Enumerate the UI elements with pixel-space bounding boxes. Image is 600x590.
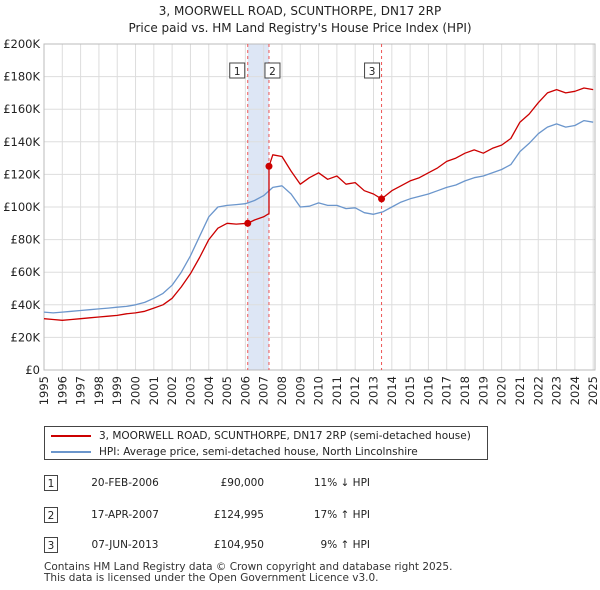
x-tick-label: 2006 xyxy=(238,376,252,405)
footer: Contains HM Land Registry data © Crown c… xyxy=(44,562,452,584)
legend-label-property: 3, MOORWELL ROAD, SCUNTHORPE, DN17 2RP (… xyxy=(99,430,471,442)
transaction-row: 2 17-APR-2007 £124,995 17% ↑ HPI xyxy=(0,507,600,527)
y-tick-label: £140K xyxy=(3,135,40,149)
chart-title-line2: Price paid vs. HM Land Registry's House … xyxy=(128,21,472,35)
x-tick-label: 2005 xyxy=(220,376,234,405)
x-tick-label: 2009 xyxy=(293,376,307,405)
transaction-row: 1 20-FEB-2006 £90,000 11% ↓ HPI xyxy=(0,475,600,495)
legend-label-hpi: HPI: Average price, semi-detached house,… xyxy=(99,446,418,458)
x-tick-label: 2002 xyxy=(165,376,179,405)
x-tick-label: 1998 xyxy=(92,376,106,405)
x-tick-label: 2022 xyxy=(531,376,545,405)
x-tick-label: 2012 xyxy=(348,376,362,405)
x-tick-label: 2017 xyxy=(440,376,454,405)
x-tick-label: 2019 xyxy=(476,376,490,405)
transaction-number: 3 xyxy=(44,537,58,553)
x-tick-label: 2016 xyxy=(421,376,435,405)
x-tick-label: 1996 xyxy=(55,376,69,405)
legend-swatch-property xyxy=(51,435,91,437)
x-tick-label: 2014 xyxy=(385,376,399,405)
transaction-number: 2 xyxy=(44,507,58,523)
transaction-row: 3 07-JUN-2013 £104,950 9% ↑ HPI xyxy=(0,537,600,557)
y-tick-label: £120K xyxy=(3,167,40,181)
transaction-number: 1 xyxy=(44,475,58,491)
transaction-hpi-diff: 17% ↑ HPI xyxy=(313,509,370,521)
x-tick-label: 1997 xyxy=(74,376,88,405)
property-price-line xyxy=(43,87,594,321)
x-tick-label: 2015 xyxy=(403,376,417,405)
x-tick-label: 2008 xyxy=(275,376,289,405)
transaction-date: 17-APR-2007 xyxy=(91,509,159,521)
transaction-hpi-diff: 11% ↓ HPI xyxy=(313,477,370,489)
x-tick-label: 2025 xyxy=(586,376,600,405)
y-tick-label: £200K xyxy=(3,37,40,51)
price-chart: £0 £20K £40K £60K £80K £100K £120K £140K £160K £1… xyxy=(3,37,600,405)
x-tick-label: 2013 xyxy=(367,376,381,405)
x-tick-label: 2001 xyxy=(147,376,161,405)
x-tick-label: 2023 xyxy=(550,376,564,405)
footer-licence: This data is licensed under the Open Gov… xyxy=(44,572,379,584)
sale-point xyxy=(244,219,252,227)
y-tick-label: £0 xyxy=(25,363,40,377)
transaction-hpi-diff: 9% ↑ HPI xyxy=(320,539,370,551)
sale-label-number: 1 xyxy=(234,66,241,78)
x-tick-label: 2003 xyxy=(183,376,197,405)
y-tick-label: £40K xyxy=(11,298,41,312)
legend-item-property: 3, MOORWELL ROAD, SCUNTHORPE, DN17 2RP (… xyxy=(51,428,471,444)
plot-border xyxy=(43,43,596,371)
sale-label-number: 3 xyxy=(369,66,376,78)
transaction-price: £104,950 xyxy=(213,539,264,551)
chart-legend: 3, MOORWELL ROAD, SCUNTHORPE, DN17 2RP (… xyxy=(44,426,488,460)
sale-point xyxy=(265,162,273,170)
transaction-price: £124,995 xyxy=(213,509,264,521)
x-tick-label: 2010 xyxy=(312,376,326,405)
x-tick-label: 2000 xyxy=(129,376,143,405)
x-tick-label: 2018 xyxy=(458,376,472,405)
chart-title-line1: 3, MOORWELL ROAD, SCUNTHORPE, DN17 2RP xyxy=(158,4,442,18)
y-tick-label: £80K xyxy=(11,233,41,247)
y-tick-label: £180K xyxy=(3,70,40,84)
y-tick-label: £100K xyxy=(3,200,40,214)
x-tick-label: 2004 xyxy=(202,376,216,405)
transaction-date: 20-FEB-2006 xyxy=(91,477,159,489)
sale-point xyxy=(378,195,386,203)
x-tick-label: 2011 xyxy=(330,376,344,405)
legend-item-hpi: HPI: Average price, semi-detached house,… xyxy=(51,444,418,460)
footer-copyright: Contains HM Land Registry data © Crown c… xyxy=(44,561,453,573)
legend-swatch-hpi xyxy=(51,451,91,453)
x-tick-label: 1999 xyxy=(110,376,124,405)
y-tick-label: £160K xyxy=(3,102,40,116)
y-tick-label: £20K xyxy=(11,330,41,344)
x-tick-label: 2021 xyxy=(513,376,527,405)
x-tick-label: 2024 xyxy=(568,376,582,405)
y-tick-label: £60K xyxy=(11,265,41,279)
x-tick-label: 2007 xyxy=(257,376,271,405)
transaction-price: £90,000 xyxy=(220,477,264,489)
chart-title: 3, MOORWELL ROAD, SCUNTHORPE, DN17 2RP P… xyxy=(0,3,600,37)
hpi-line xyxy=(43,119,594,314)
sale-label-number: 2 xyxy=(269,66,276,78)
sale-label-box xyxy=(229,62,246,79)
transaction-date: 07-JUN-2013 xyxy=(91,539,159,551)
sale-label-box xyxy=(364,62,381,79)
x-tick-label: 1995 xyxy=(37,376,51,405)
sale-label-box xyxy=(264,62,281,79)
x-tick-label: 2020 xyxy=(495,376,509,405)
